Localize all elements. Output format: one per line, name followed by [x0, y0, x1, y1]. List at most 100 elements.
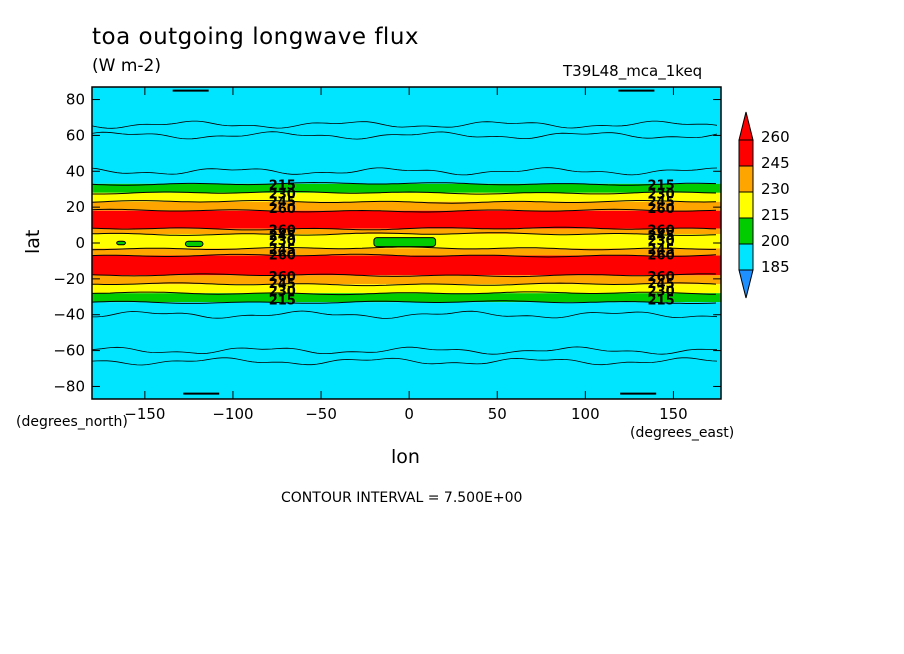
contour-line-3 — [91, 208, 717, 213]
contour-label: 245 — [269, 229, 296, 244]
contour-line-6 — [91, 246, 716, 251]
band-10 — [92, 284, 721, 294]
colorbar-label: 260 — [761, 128, 790, 146]
y-tick-label: 80 — [66, 91, 85, 109]
band-7 — [92, 248, 721, 256]
contour-label: 230 — [648, 188, 675, 203]
colorbar-box — [738, 165, 754, 193]
contour-label: 245 — [269, 277, 296, 292]
colorbar-box — [738, 243, 754, 271]
contour-line-10 — [91, 291, 717, 296]
contour-line-5 — [91, 232, 717, 236]
patch-1 — [184, 240, 204, 248]
band-12 — [92, 302, 721, 399]
band-1 — [92, 183, 721, 193]
contour-line-4 — [91, 226, 717, 231]
contour-label: 260 — [269, 223, 296, 238]
x-tick-label: 150 — [659, 405, 688, 423]
contour-line-11 — [91, 300, 717, 304]
colorbar-box — [738, 217, 754, 245]
contour-label: 260 — [648, 202, 675, 217]
colorbar-label: 215 — [761, 206, 790, 224]
patch-0 — [373, 237, 437, 248]
contour-lines — [91, 89, 718, 395]
contour-label: 245 — [648, 243, 675, 258]
contour-label: 245 — [648, 195, 675, 210]
y-tick-label: −40 — [53, 306, 85, 324]
colorbar: 260 245 230 215 200 185 — [738, 111, 790, 299]
isoline-0 — [91, 131, 718, 140]
contour-label: 245 — [648, 229, 675, 244]
contour-label: 260 — [648, 249, 675, 264]
band-2 — [92, 192, 721, 202]
isoline-1 — [91, 167, 718, 176]
isoline-4 — [91, 346, 718, 355]
colorbar-high-triangle — [738, 111, 754, 141]
y-tick-label: 40 — [66, 162, 85, 180]
contour-line-2 — [91, 200, 717, 204]
band-8 — [92, 255, 721, 276]
x-tick-label: 50 — [488, 405, 507, 423]
contour-line-7 — [91, 253, 717, 258]
x-tick-label: 0 — [404, 405, 414, 423]
contour-label: 260 — [648, 223, 675, 238]
contour-label: 215 — [269, 179, 296, 194]
contour-label: 260 — [648, 270, 675, 285]
x-tick-label: 100 — [571, 405, 600, 423]
y-unit-label: (degrees_north) — [16, 414, 128, 430]
y-tick-label: −20 — [53, 270, 85, 288]
axes: −150 −100 −50 0 50 100 150 80 60 40 20 0 −20 −40 −60 −8… — [53, 87, 721, 423]
contour-label: 215 — [269, 293, 296, 308]
units-label: (W m-2) — [92, 56, 161, 76]
isoline-5 — [91, 357, 718, 366]
colorbar-box — [738, 191, 754, 219]
contour-label: 230 — [269, 284, 296, 299]
y-tick-label: 20 — [66, 198, 85, 216]
x-tick-label: −50 — [305, 405, 337, 423]
band-9 — [92, 275, 721, 285]
y-tick-label: 0 — [75, 234, 85, 252]
contour-label: 260 — [269, 270, 296, 285]
band-0 — [92, 87, 721, 184]
contour-label: 215 — [648, 293, 675, 308]
contour-interval-note: CONTOUR INTERVAL = 7.500E+00 — [281, 490, 523, 506]
contour-line-0 — [91, 181, 717, 186]
y-tick-label: −80 — [53, 377, 85, 395]
x-tick-label: −100 — [212, 405, 253, 423]
contour-label: 260 — [269, 202, 296, 217]
contour-label: 230 — [648, 284, 675, 299]
contour-label: 230 — [269, 234, 296, 249]
contour-label: 230 — [269, 188, 296, 203]
run-label: T39L48_mca_1keq — [563, 62, 703, 80]
contour-label: 245 — [648, 277, 675, 292]
contour-label: 260 — [269, 249, 296, 264]
y-tick-label: −60 — [53, 342, 85, 360]
chart-title: toa outgoing longwave flux — [92, 24, 420, 50]
plot-area — [92, 87, 721, 399]
y-tick-label: 60 — [66, 126, 85, 144]
isoline-2 — [91, 120, 718, 129]
band-4 — [92, 210, 721, 229]
contour-line-8 — [91, 273, 717, 278]
band-3 — [92, 201, 721, 211]
colorbar-low-triangle — [738, 269, 754, 299]
colorbar-label: 185 — [761, 258, 790, 276]
contour-labels: 2152302452602602452302452602602452302152… — [269, 179, 675, 309]
contour-label: 230 — [648, 234, 675, 249]
colorbar-label: 200 — [761, 232, 790, 250]
isoline-3 — [92, 310, 718, 319]
x-unit-label: (degrees_east) — [630, 425, 735, 441]
contour-label: 245 — [269, 195, 296, 210]
contour-label: 215 — [648, 179, 675, 194]
colorbar-label: 230 — [761, 180, 790, 198]
band-5 — [92, 228, 721, 235]
patch-2 — [116, 240, 126, 246]
band-11 — [92, 293, 721, 303]
colorbar-box — [738, 139, 754, 167]
contour-line-9 — [91, 282, 717, 287]
contour-line-1 — [92, 190, 717, 195]
x-axis-label: lon — [391, 446, 420, 468]
x-tick-label: −150 — [124, 405, 165, 423]
contour-label: 245 — [269, 243, 296, 258]
